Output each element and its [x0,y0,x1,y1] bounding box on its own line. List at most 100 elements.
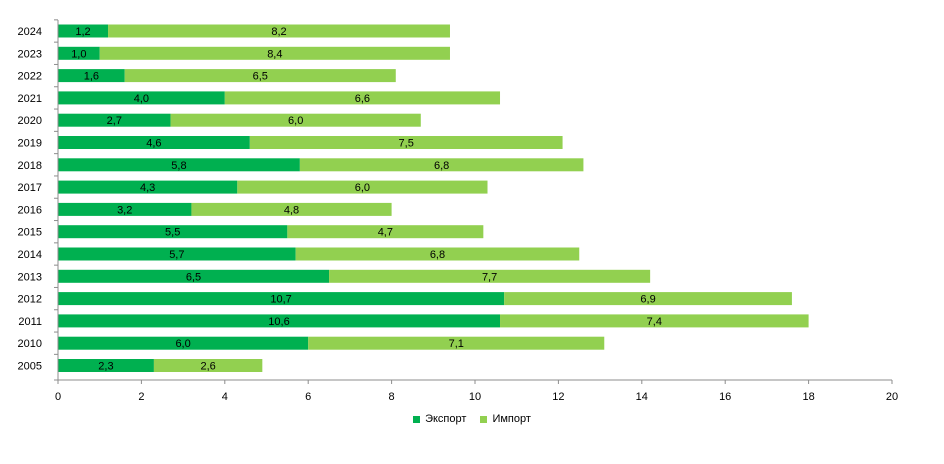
bar-import [299,158,584,172]
data-label-export: 5,7 [169,249,184,261]
y-tick-label: 2020 [18,115,42,127]
y-tick-label: 2014 [18,249,42,261]
data-label-import: 6,9 [640,294,655,306]
data-label-export: 4,6 [146,138,161,150]
bar-import [500,314,809,328]
bar-export [58,180,238,194]
data-label-import: 6,0 [288,115,303,127]
data-label-import: 7,7 [482,271,497,283]
legend-item-import: Импорт [480,413,531,425]
data-label-import: 6,8 [430,249,445,261]
bar-import [99,46,450,60]
data-label-import: 7,4 [647,316,662,328]
bar-export [58,247,296,261]
legend-label-export: Экспорт [425,413,467,425]
x-tick-label: 4 [222,391,228,403]
data-label-export: 1,0 [71,48,86,60]
data-label-export: 1,2 [75,26,90,38]
data-label-export: 6,5 [186,271,201,283]
bar-import [224,91,501,105]
x-tick-label: 8 [389,391,395,403]
x-tick-label: 0 [55,391,61,403]
y-tick-label: 2017 [18,182,42,194]
data-label-import: 8,2 [271,26,286,38]
bar-import [329,269,651,283]
data-label-import: 6,8 [434,160,449,172]
bar-import [237,180,488,194]
data-label-export: 10,7 [270,294,291,306]
bar-import [504,292,792,306]
data-label-export: 4,3 [140,182,155,194]
data-label-export: 1,6 [84,71,99,83]
y-tick-label: 2021 [18,93,42,105]
data-label-export: 10,6 [268,316,289,328]
bar-import [191,202,392,216]
y-tick-label: 2023 [18,48,42,60]
legend-label-import: Импорт [492,413,531,425]
bar-export [58,158,300,172]
bar-import [295,247,580,261]
y-tick-label: 2010 [18,338,42,350]
bar-import [249,136,563,149]
x-tick-label: 12 [552,391,564,403]
y-tick-label: 2022 [18,71,42,83]
legend-item-export: Экспорт [413,413,466,425]
bar-import [287,225,484,239]
x-tick-label: 10 [469,391,481,403]
data-label-export: 2,3 [98,361,113,373]
data-label-export: 4,0 [134,93,149,105]
y-tick-label: 2012 [18,294,42,306]
x-tick-label: 20 [886,391,898,403]
data-label-import: 6,5 [253,71,268,83]
y-tick-label: 2005 [18,361,42,373]
bar-export [58,91,225,105]
data-label-import: 6,6 [355,93,370,105]
data-label-import: 7,1 [449,338,464,350]
legend-swatch-import [480,415,488,423]
bar-import [108,24,450,38]
bar-export [58,113,171,127]
data-label-import: 2,6 [200,361,215,373]
y-tick-label: 2011 [18,316,42,328]
bar-export [58,69,125,83]
data-label-export: 3,2 [117,204,132,216]
bar-import [153,359,263,372]
x-tick-label: 16 [719,391,731,403]
bar-export [58,202,192,216]
x-tick-label: 6 [305,391,311,403]
data-label-import: 4,7 [378,227,393,239]
data-label-export: 5,5 [165,227,180,239]
x-tick-label: 14 [636,391,648,403]
bar-export [58,225,288,239]
bar-export [58,46,100,60]
y-tick-label: 2015 [18,227,42,239]
bar-import [170,113,421,127]
data-label-import: 7,5 [399,138,414,150]
bar-import [124,69,396,83]
y-tick-label: 2019 [18,138,42,150]
x-tick-label: 2 [138,391,144,403]
y-tick-label: 2016 [18,204,42,216]
legend: Экспорт Импорт [0,413,944,425]
legend-swatch-export [413,415,421,423]
x-tick-label: 18 [802,391,814,403]
y-tick-label: 2013 [18,271,42,283]
bar-export [58,136,250,149]
y-tick-label: 2018 [18,160,42,172]
bar-export [58,292,505,306]
data-label-export: 6,0 [175,338,190,350]
bar-export [58,336,309,350]
data-label-import: 6,0 [355,182,370,194]
data-label-export: 2,7 [107,115,122,127]
data-label-export: 5,8 [171,160,186,172]
data-label-import: 4,8 [284,204,299,216]
bar-export [58,269,330,283]
bar-export [58,359,154,372]
bar-export [58,314,501,328]
y-tick-label: 2024 [18,26,42,38]
bar-import [308,336,605,350]
bar-export [58,24,109,38]
data-label-import: 8,4 [267,48,282,60]
